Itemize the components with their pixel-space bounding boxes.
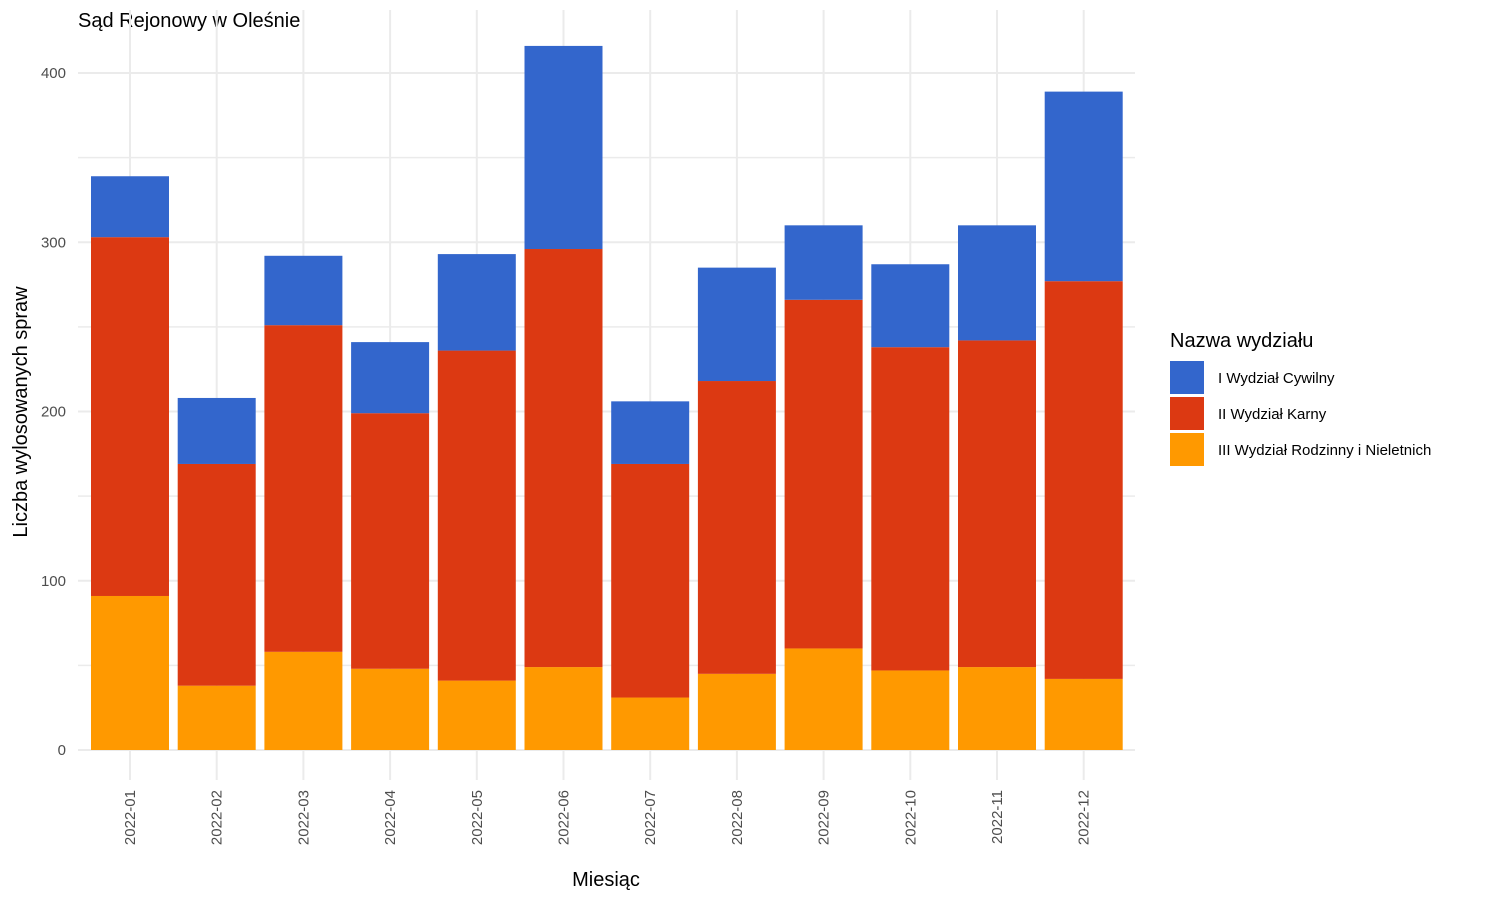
bar-segment (697, 673, 776, 750)
bar-segment (351, 413, 430, 669)
chart-title: Sąd Rejonowy w Oleśnie (78, 10, 300, 32)
x-axis-ticks: 2022-01 2022-02 2022-03 2022-04 2022-05 2022-… (122, 790, 1093, 845)
y-tick-label: 100 (41, 573, 66, 590)
y-tick-label: 300 (41, 234, 66, 251)
bar-segment (91, 237, 169, 596)
bar-segment (177, 397, 256, 464)
legend-title: Nazwa wydziału (1170, 330, 1313, 352)
bar-segment (524, 249, 603, 668)
bar-segment (611, 401, 690, 464)
bar-segment (524, 667, 603, 750)
y-tick-label: 200 (41, 404, 66, 421)
bar-segment (264, 325, 343, 652)
bar-segment (437, 680, 516, 750)
bar-segment (351, 668, 430, 750)
bar-segment (611, 697, 690, 750)
x-tick-label: 2022-03 (295, 790, 312, 845)
bar-segment (871, 347, 950, 671)
bar-segment (437, 350, 516, 681)
legend-label: III Wydział Rodzinny i Nieletnich (1218, 442, 1431, 459)
bar-segment (958, 340, 1036, 668)
x-tick-label: 2022-02 (209, 790, 226, 845)
x-tick-label: 2022-10 (902, 790, 919, 845)
bar-segment (91, 595, 169, 750)
x-tick-label: 2022-12 (1076, 790, 1093, 845)
legend: Nazwa wydziału I Wydział Cywilny II Wydzi… (1170, 330, 1431, 466)
legend-label: II Wydział Karny (1218, 406, 1327, 423)
x-tick-label: 2022-11 (989, 790, 1006, 844)
x-tick-label: 2022-05 (469, 790, 486, 845)
x-tick-label: 2022-09 (816, 790, 833, 845)
bar-segment (871, 264, 950, 348)
bar-segment (784, 225, 863, 300)
bars (91, 45, 1123, 750)
y-axis-ticks: 0 100 200 300 400 (41, 65, 66, 759)
legend-swatch (1170, 361, 1204, 394)
y-axis-title: Liczba wylosowanych spraw (10, 286, 32, 538)
y-tick-label: 400 (41, 65, 66, 82)
x-tick-label: 2022-04 (382, 790, 399, 845)
bar-segment (1044, 281, 1123, 679)
bar-segment (437, 254, 516, 351)
x-tick-label: 2022-06 (556, 790, 573, 845)
bar-segment (697, 381, 776, 674)
bar-segment (784, 648, 863, 750)
x-axis-title: Miesiąc (572, 869, 640, 891)
bar-segment (1044, 678, 1123, 750)
bar-segment (524, 45, 603, 250)
x-tick-label: 2022-07 (642, 790, 659, 845)
bar-segment (177, 463, 256, 686)
bar-segment (784, 299, 863, 649)
x-tick-label: 2022-01 (122, 790, 139, 845)
bar-segment (1044, 91, 1123, 282)
legend-swatch (1170, 397, 1204, 430)
bar-segment (264, 651, 343, 750)
bar-segment (958, 225, 1036, 341)
bar-segment (177, 685, 256, 750)
bar-segment (611, 463, 690, 698)
legend-swatch (1170, 433, 1204, 466)
bar-segment (351, 342, 430, 414)
bar-segment (958, 667, 1036, 750)
legend-label: I Wydział Cywilny (1218, 370, 1335, 387)
y-tick-label: 0 (58, 742, 66, 759)
bar-segment (871, 670, 950, 750)
bar-segment (697, 267, 776, 382)
bar-segment (91, 176, 169, 238)
x-tick-label: 2022-08 (729, 790, 746, 845)
bar-segment (264, 255, 343, 326)
